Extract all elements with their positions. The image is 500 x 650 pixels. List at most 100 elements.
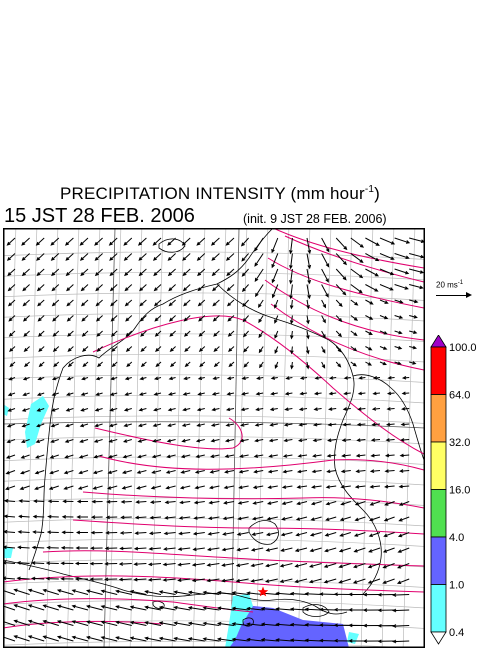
wind-vector-arrow [110, 315, 118, 322]
wind-vector-arrow [305, 346, 310, 355]
wind-vector-arrow [173, 621, 191, 626]
wind-vector-arrow [377, 623, 395, 628]
wind-vector-arrow [17, 545, 30, 550]
wind-vector-arrow [350, 315, 359, 321]
wind-vector-arrow [104, 561, 118, 566]
wind-vector-arrow [36, 253, 45, 261]
wind-vector-arrow [321, 268, 329, 283]
wind-vector-arrow [180, 454, 191, 459]
wind-vector-arrow [357, 391, 366, 396]
wind-vector-arrow [306, 253, 312, 270]
wind-vector-arrow [321, 284, 329, 298]
longitude-line [129, 228, 143, 648]
wind-vector-arrow [306, 299, 310, 310]
wind-vector-arrow [266, 501, 278, 505]
wind-vector-arrow [108, 439, 118, 443]
wind-vector-arrow [250, 547, 264, 552]
wind-vector-arrow [222, 516, 235, 521]
wind-vector-arrow [226, 284, 235, 292]
wind-vector-arrow [124, 268, 133, 277]
wind-vector-arrow [321, 330, 326, 339]
wind-vector-arrow [125, 346, 133, 353]
wind-vector-arrow [225, 407, 235, 412]
wind-vector-arrow [115, 620, 132, 626]
wind-vector-arrow [353, 532, 366, 537]
wind-vector-arrow [52, 346, 60, 353]
wind-vector-arrow [370, 438, 381, 442]
wind-vector-arrow [265, 563, 278, 568]
wind-vector-arrow [369, 484, 381, 489]
wind-vector-arrow [211, 392, 220, 396]
wind-vector-arrow [409, 315, 418, 319]
wind-vector-arrow [394, 346, 403, 350]
wind-vector-arrow [124, 392, 132, 396]
wind-vector-arrow [63, 485, 74, 490]
wind-vector-arrow [8, 315, 16, 322]
wind-vector-arrow [138, 268, 147, 277]
wind-vector-arrow [154, 330, 162, 337]
wind-vector-arrow [216, 606, 235, 611]
wind-vector-arrow [271, 253, 279, 269]
wind-vector-arrow [240, 237, 249, 247]
wind-vector-arrow [379, 330, 388, 335]
wind-vector-arrow [51, 268, 60, 277]
wind-vector-arrow [182, 284, 191, 292]
wind-vector-arrow [365, 330, 373, 336]
wind-vector-arrow [100, 636, 118, 642]
wind-vector-arrow [94, 423, 103, 428]
wind-vector-arrow [274, 346, 279, 354]
wind-vector-arrow [89, 577, 103, 582]
wind-vector-arrow [75, 530, 88, 535]
legend-level: 4.0 [449, 532, 464, 544]
wind-vector-arrow [255, 391, 264, 396]
wind-vector-arrow [124, 284, 133, 292]
wind-vector-arrow [260, 637, 278, 642]
wind-vector-arrow [221, 563, 235, 567]
wind-vector-arrow [382, 547, 395, 553]
legend-band [430, 441, 447, 490]
wind-vector-arrow [27, 604, 45, 611]
wind-vector-arrow [158, 621, 176, 626]
wind-vector-arrow [178, 516, 191, 520]
wind-vector-arrow [290, 330, 294, 340]
wind-vector-arrow [275, 607, 293, 611]
wind-vector-arrow [208, 500, 220, 505]
wind-vector-arrow [86, 604, 103, 611]
wind-vector-arrow [343, 391, 351, 396]
wind-vector-arrow [144, 605, 162, 611]
wind-vector-arrow [18, 499, 30, 503]
wind-vector-arrow [266, 516, 278, 521]
wind-vector-arrow [198, 346, 206, 353]
wind-vector-arrow [197, 392, 205, 396]
wind-vector-arrow [239, 438, 249, 443]
wind-vector-arrow [268, 454, 278, 458]
wind-vector-arrow [211, 268, 220, 277]
wind-vector-arrow [348, 608, 366, 612]
wind-vector-arrow [289, 591, 308, 596]
wind-vector-arrow [51, 284, 60, 292]
legend-band [430, 394, 447, 443]
wind-vector-arrow [195, 454, 205, 459]
wind-vector-arrow [144, 636, 162, 642]
wind-vector-arrow [228, 346, 235, 353]
wind-vector-arrow [226, 299, 235, 307]
wind-vector-arrow [306, 284, 311, 300]
wind-vector-arrow [118, 577, 132, 582]
wind-vector-arrow [216, 590, 235, 595]
wind-vector-arrow [109, 392, 118, 396]
wind-vector-arrow [323, 578, 337, 584]
wind-vector-arrow [236, 532, 249, 536]
wind-vector-arrow [254, 268, 264, 282]
wind-vector-arrow [105, 499, 118, 504]
wind-vector-arrow [367, 578, 381, 584]
wind-vector-arrow [386, 407, 395, 411]
wind-vector-arrow [81, 330, 89, 337]
wind-vector-arrow [60, 561, 74, 566]
wind-vector-arrow [77, 485, 89, 490]
wind-vector-arrow [109, 407, 118, 412]
wind-vector-arrow [268, 438, 278, 443]
latitude-line [3, 353, 425, 363]
wind-vector-arrow [61, 515, 74, 519]
wind-vector-arrow [289, 253, 293, 270]
wind-vector-arrow [119, 531, 132, 535]
